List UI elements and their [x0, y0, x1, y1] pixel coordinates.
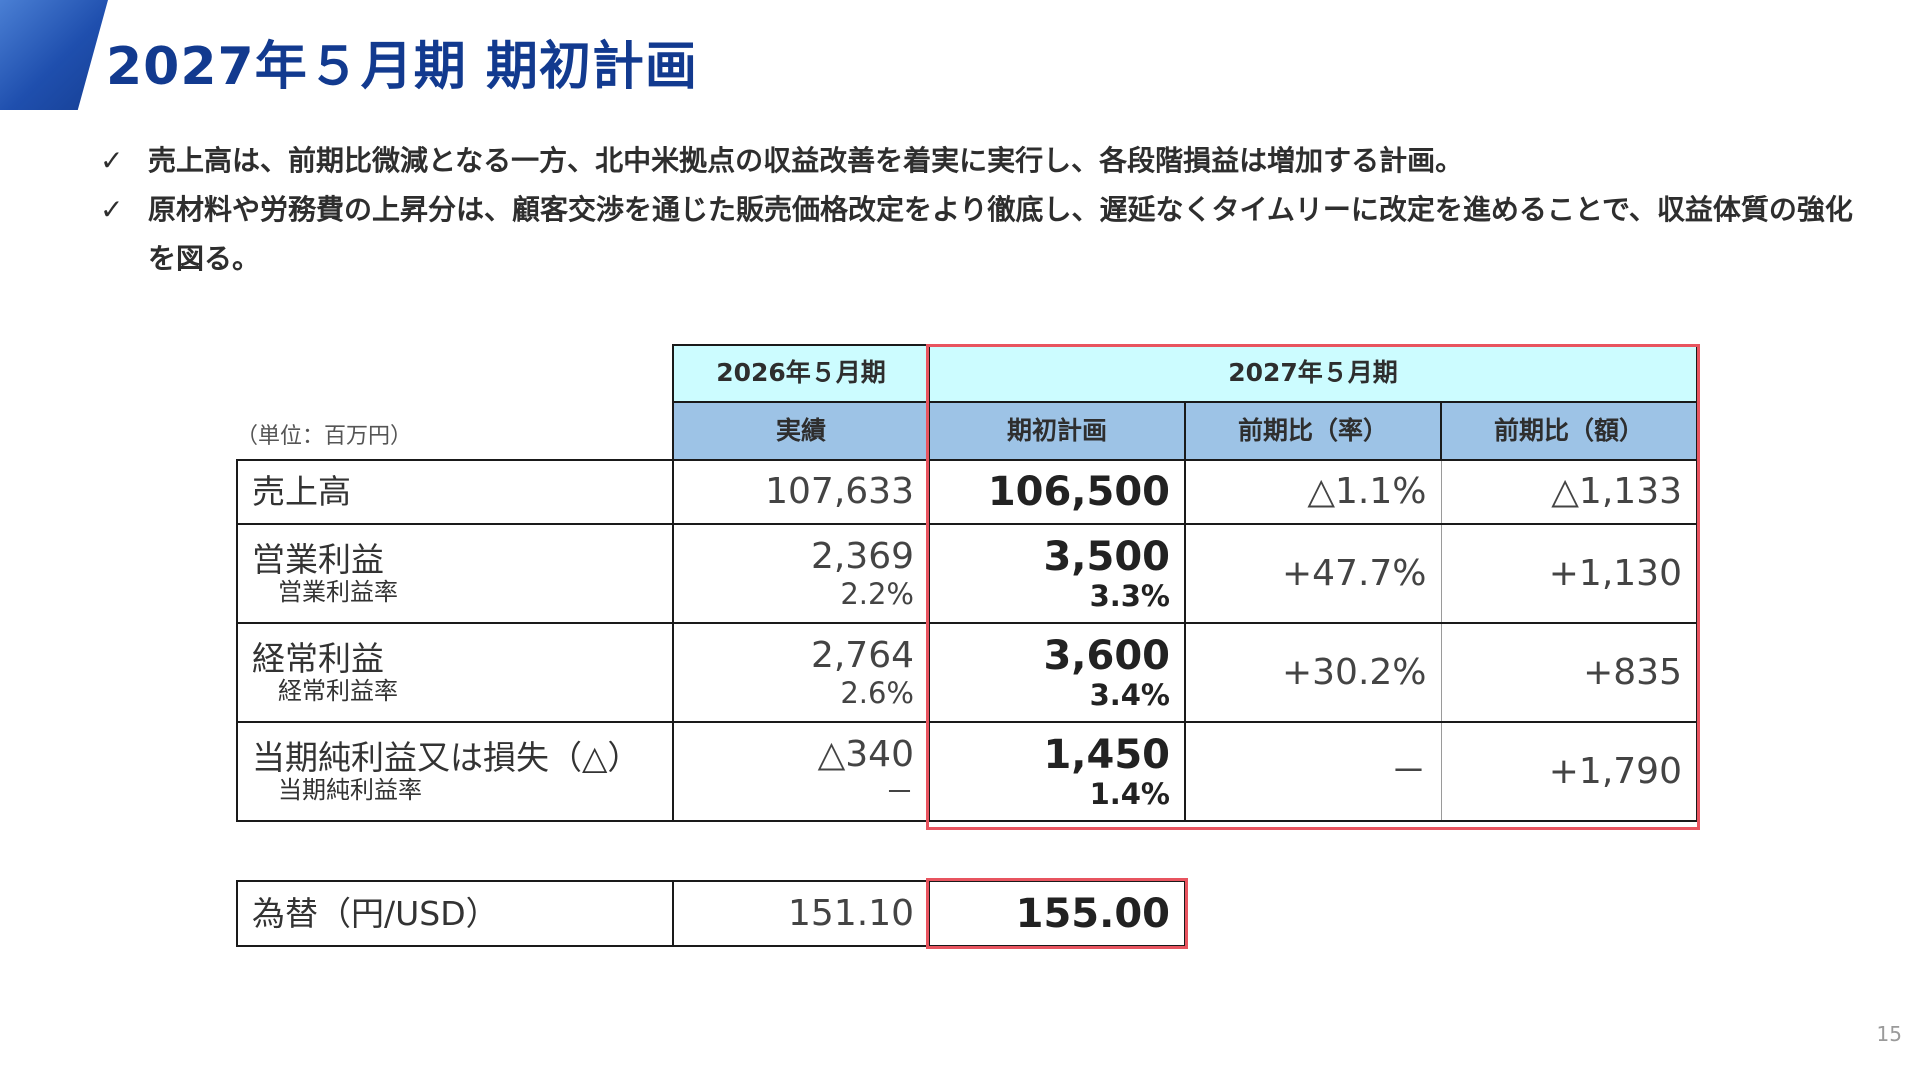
row-sublabel: 当期純利益率 [278, 775, 422, 804]
yoy-rate-value: +30.2% [1184, 622, 1442, 723]
actual-value: 107,633 [672, 459, 930, 525]
plan-value: 106,500 [928, 459, 1186, 525]
yoy-rate-value: +47.7% [1184, 523, 1442, 624]
yoy-amount-value: +1,790 [1440, 721, 1698, 822]
plan-value: 3,500 [1043, 533, 1170, 580]
actual-margin: 2.2% [840, 576, 914, 611]
row-sublabel: 経常利益率 [278, 676, 398, 705]
yoy-rate-value: △1.1% [1184, 459, 1442, 525]
row-label-cell: 当期純利益又は損失（△） 当期純利益率 [236, 721, 674, 822]
page-number: 15 [1876, 1022, 1902, 1046]
table-row-ordinary-profit: 経常利益 経常利益率 2,764 2.6% 3,600 3.4% +30.2% … [236, 622, 1698, 723]
actual-value: 151.10 [672, 880, 930, 947]
row-sublabel: 営業利益率 [278, 577, 398, 606]
actual-margin: 2.6% [840, 675, 914, 710]
unit-caption: （単位：百万円） [236, 424, 413, 449]
bullet-text: 原材料や労務費の上昇分は、顧客交渉を通じた販売価格改定をより徹底し、遅延なくタイ… [148, 193, 1853, 275]
header-row-period: 2026年５月期 2027年５月期 [237, 344, 1698, 403]
yoy-amount-value: +1,130 [1440, 523, 1698, 624]
bullet-item: ✓ 売上高は、前期比微減となる一方、北中米拠点の収益改善を着実に実行し、各段階損… [100, 136, 1880, 185]
yoy-amount-value: +835 [1440, 622, 1698, 723]
actual-cell: 2,369 2.2% [672, 523, 930, 624]
checkmark-icon: ✓ [100, 144, 124, 177]
title-accent-shape [0, 0, 108, 110]
header-plan: 期初計画 [928, 401, 1186, 461]
header-fy2026: 2026年５月期 [672, 344, 930, 403]
row-label: 為替（円/USD） [252, 893, 499, 933]
table-row-exchange-rate: 為替（円/USD） 151.10 155.00 [236, 880, 1186, 947]
header-actual: 実績 [672, 401, 930, 461]
actual-value: 2,369 [810, 536, 914, 578]
header-fy2027: 2027年５月期 [928, 344, 1698, 403]
financial-plan-table: 2026年５月期 2027年５月期 実績 期初計画 前期比（率） 前期比（額） … [236, 344, 1698, 822]
header-blank [237, 402, 673, 460]
row-label: 当期純利益又は損失（△） [252, 737, 641, 777]
table-row-net-sales: 売上高 107,633 106,500 △1.1% △1,133 [236, 459, 1698, 525]
row-label-cell: 経常利益 経常利益率 [236, 622, 674, 723]
table-row-operating-profit: 営業利益 営業利益率 2,369 2.2% 3,500 3.3% +47.7% … [236, 523, 1698, 624]
header-yoy-rate: 前期比（率） [1184, 401, 1442, 461]
plan-value: 3,600 [1043, 632, 1170, 679]
yoy-rate-value: － [1184, 721, 1442, 822]
plan-value: 155.00 [928, 880, 1186, 947]
row-label-cell: 営業利益 営業利益率 [236, 523, 674, 624]
row-label: 売上高 [252, 472, 351, 512]
row-label: 営業利益 [252, 539, 384, 579]
actual-margin: － [884, 774, 914, 809]
yoy-amount-value: △1,133 [1440, 459, 1698, 525]
plan-cell: 3,600 3.4% [928, 622, 1186, 723]
plan-cell: 1,450 1.4% [928, 721, 1186, 822]
bullet-text: 売上高は、前期比微減となる一方、北中米拠点の収益改善を着実に実行し、各段階損益は… [148, 144, 1464, 177]
bullet-list: ✓ 売上高は、前期比微減となる一方、北中米拠点の収益改善を着実に実行し、各段階損… [100, 136, 1880, 283]
actual-cell: △340 － [672, 721, 930, 822]
header-yoy-amount: 前期比（額） [1440, 401, 1698, 461]
actual-value: 2,764 [810, 635, 914, 677]
actual-cell: 2,764 2.6% [672, 622, 930, 723]
row-label-cell: 売上高 [236, 459, 674, 525]
checkmark-icon: ✓ [100, 193, 124, 226]
plan-margin: 1.4% [1089, 776, 1170, 811]
plan-value: 1,450 [1043, 731, 1170, 778]
exchange-rate-table: 為替（円/USD） 151.10 155.00 [236, 880, 1186, 947]
plan-margin: 3.3% [1089, 578, 1170, 613]
row-label-cell: 為替（円/USD） [236, 880, 674, 947]
actual-value: △340 [817, 734, 914, 776]
header-blank [237, 345, 673, 402]
row-label: 経常利益 [252, 638, 384, 678]
bullet-item: ✓ 原材料や労務費の上昇分は、顧客交渉を通じた販売価格改定をより徹底し、遅延なく… [100, 185, 1880, 283]
plan-cell: 3,500 3.3% [928, 523, 1186, 624]
header-row-columns: 実績 期初計画 前期比（率） 前期比（額） [237, 401, 1698, 461]
plan-margin: 3.4% [1089, 677, 1170, 712]
table-row-net-income: 当期純利益又は損失（△） 当期純利益率 △340 － 1,450 1.4% － … [236, 721, 1698, 822]
page-title: 2027年５月期 期初計画 [106, 37, 698, 97]
